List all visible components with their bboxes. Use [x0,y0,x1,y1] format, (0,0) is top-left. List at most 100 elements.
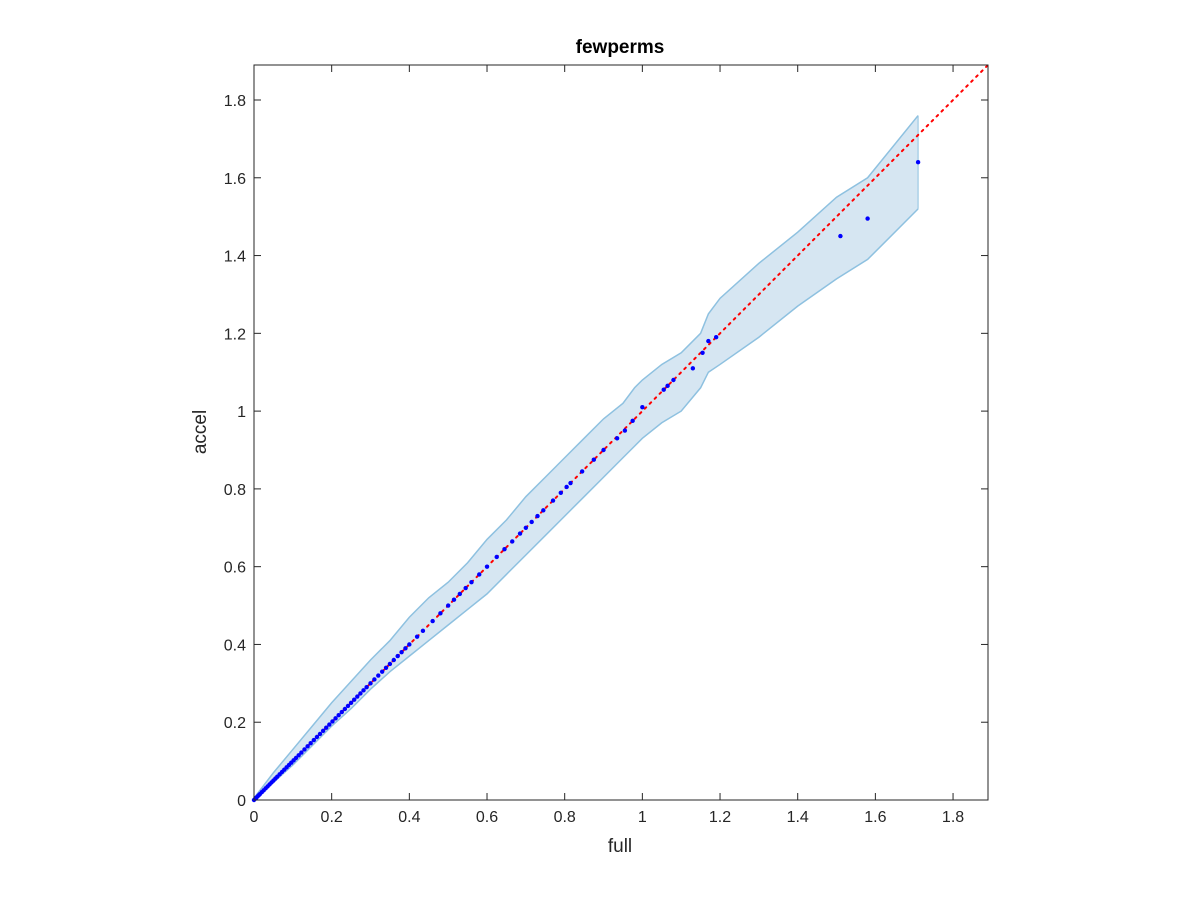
data-point [368,681,373,686]
data-point [838,233,843,239]
data-point [494,554,499,560]
data-point [622,428,628,433]
data-point [361,688,366,693]
data-point [407,642,412,647]
data-point [457,591,463,597]
chart-title: fewperms [576,37,665,58]
confidence-band [253,115,919,801]
data-point [379,669,385,674]
data-point [296,753,301,758]
data-point [299,750,304,755]
data-point [706,338,711,344]
y-tick-label: 1 [237,404,246,421]
data-point [564,484,569,490]
x-tick-label: 1.2 [709,809,731,826]
data-point [364,685,369,690]
y-tick-label: 0.4 [224,637,246,654]
y-tick-label: 0.2 [224,715,246,732]
band-lower-edge [253,208,919,801]
data-point [579,469,585,474]
x-tick-label: 0.8 [554,809,576,826]
data-point [529,519,534,525]
data-point [336,713,341,718]
data-point [510,539,515,544]
data-point [302,747,307,752]
data-point [308,741,313,746]
data-point [469,580,474,585]
band-fill [254,115,919,800]
data-point [451,597,457,602]
data-point [477,572,482,577]
x-tick-label: 0.2 [321,809,343,826]
x-tick-label: 1.4 [787,809,809,826]
x-tick-label: 0.6 [476,809,498,826]
data-point [387,661,393,667]
data-point [317,731,323,737]
data-point [665,383,670,389]
data-point [517,531,523,536]
y-tick-label: 1.6 [224,171,246,188]
y-tick-label: 1.8 [224,93,246,110]
reference-line [253,64,989,801]
data-point [395,653,400,659]
data-point [391,657,397,663]
data-point [671,377,676,383]
x-tick-label: 0.4 [398,809,420,826]
data-point [614,436,620,441]
data-point [293,755,299,761]
data-point [399,650,404,655]
data-point [550,498,556,503]
data-point [430,618,435,624]
data-point [333,716,338,721]
data-point [414,634,420,639]
y-tick-label: 1.2 [224,326,246,343]
axes [253,64,989,801]
data-point [376,673,381,678]
data-point [342,706,348,712]
data-point [915,160,921,165]
data-point [305,744,310,749]
tick-labels: 0 0.2 0.4 0.6 0.8 1 1.2 1.4 1.6 1.8 0 0.2 0.4 0.6 0.8 1… [224,93,965,826]
data-point [601,447,606,453]
data-point [463,585,468,591]
data-point [420,628,426,634]
data-point [358,691,363,696]
data-point [320,728,326,733]
data-point [502,546,507,552]
data-point [700,350,705,355]
band-upper-edge [253,115,919,799]
data-point [352,697,357,702]
y-tick-label: 1.4 [224,249,246,266]
x-tick-label: 1.8 [942,809,964,826]
data-point [640,405,645,410]
data-point [311,737,317,743]
data-point [403,646,408,651]
data-point [568,480,573,486]
x-tick-label: 1.6 [864,809,886,826]
y-axis-label: accel [190,410,211,454]
data-point [523,525,529,530]
x-axis-label: full [608,836,632,857]
plot-frame [253,64,989,801]
data-point [348,700,354,705]
data-point [591,457,597,462]
data-point [630,418,635,424]
x-tick-label: 0 [250,809,259,826]
data-point [372,677,377,682]
data-point [445,603,451,608]
data-point [438,611,443,616]
y-tick-label: 0 [237,793,246,810]
data-point [339,709,344,715]
data-point [314,734,320,740]
data-point [713,335,719,340]
data-point [345,703,351,709]
reference-line-layer [253,64,989,801]
data-point [330,719,335,724]
x-tick-label: 1 [638,809,647,826]
data-point [541,508,546,513]
data-point [690,366,696,371]
data-point [383,665,389,670]
data-point [355,694,360,699]
data-point [865,216,870,221]
